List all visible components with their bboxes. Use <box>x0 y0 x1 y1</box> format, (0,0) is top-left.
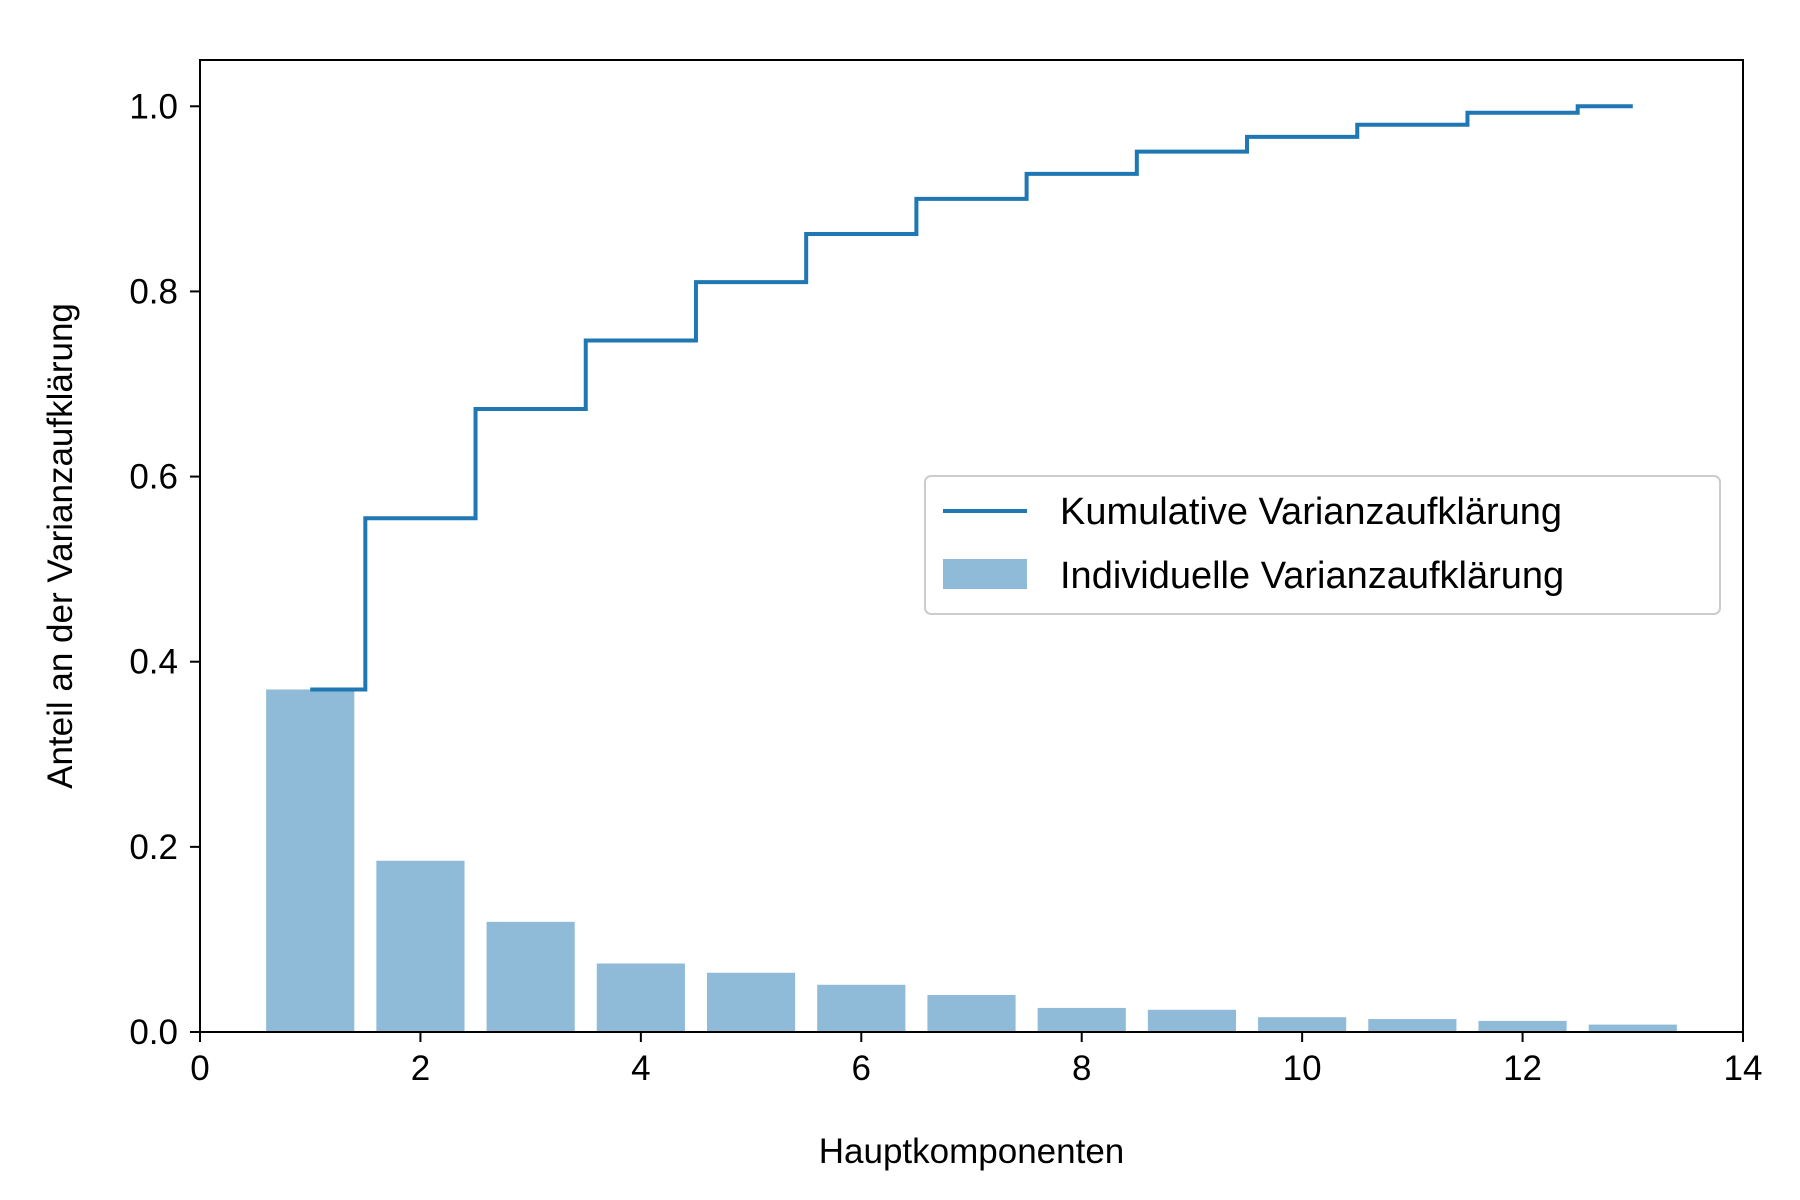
y-tick-label: 0.4 <box>129 643 178 682</box>
x-tick-label: 8 <box>1072 1049 1091 1088</box>
bar-series <box>266 689 1677 1032</box>
x-tick-label: 12 <box>1503 1049 1542 1088</box>
cumulative-step-line <box>310 104 1633 692</box>
legend-label-cumulative: Kumulative Varianzaufklärung <box>1060 491 1562 533</box>
bar-11 <box>1368 1019 1457 1032</box>
legend-bar-swatch <box>943 559 1027 589</box>
y-tick-label: 0.8 <box>129 272 178 311</box>
y-axis-label: Anteil an der Varianzaufklärung <box>41 303 80 789</box>
x-tick-label: 0 <box>190 1049 209 1088</box>
y-tick-label: 1.0 <box>129 87 178 126</box>
x-tick-label: 2 <box>411 1049 430 1088</box>
x-axis-label: Hauptkomponenten <box>819 1132 1125 1171</box>
bar-5 <box>706 972 796 1032</box>
bar-8 <box>1037 1007 1126 1032</box>
x-tick-label: 14 <box>1724 1049 1763 1088</box>
y-tick-label: 0.0 <box>129 1013 178 1052</box>
bar-10 <box>1258 1017 1347 1032</box>
bar-1 <box>266 689 355 1032</box>
x-axis-ticks: 0 2 4 6 8 10 12 14 <box>190 1032 1762 1088</box>
y-tick-label: 0.6 <box>129 458 178 497</box>
bar-12 <box>1478 1020 1567 1032</box>
bar-9 <box>1147 1009 1237 1032</box>
bar-2 <box>376 860 465 1032</box>
y-axis-ticks: 0.0 0.2 0.4 0.6 0.8 1.0 <box>129 87 200 1052</box>
legend: Kumulative Varianzaufklärung Individuell… <box>924 475 1721 615</box>
x-tick-label: 10 <box>1283 1049 1322 1088</box>
bar-4 <box>596 963 685 1032</box>
y-tick-label: 0.2 <box>129 828 178 867</box>
x-tick-label: 6 <box>852 1049 871 1088</box>
bar-13 <box>1588 1024 1677 1032</box>
bar-7 <box>927 994 1016 1032</box>
bar-6 <box>817 984 906 1032</box>
plot-area-frame <box>199 59 1744 1033</box>
bar-3 <box>486 921 575 1032</box>
x-tick-label: 4 <box>631 1049 650 1088</box>
legend-label-individual: Individuelle Varianzaufklärung <box>1060 555 1564 597</box>
legend-box <box>924 475 1721 615</box>
